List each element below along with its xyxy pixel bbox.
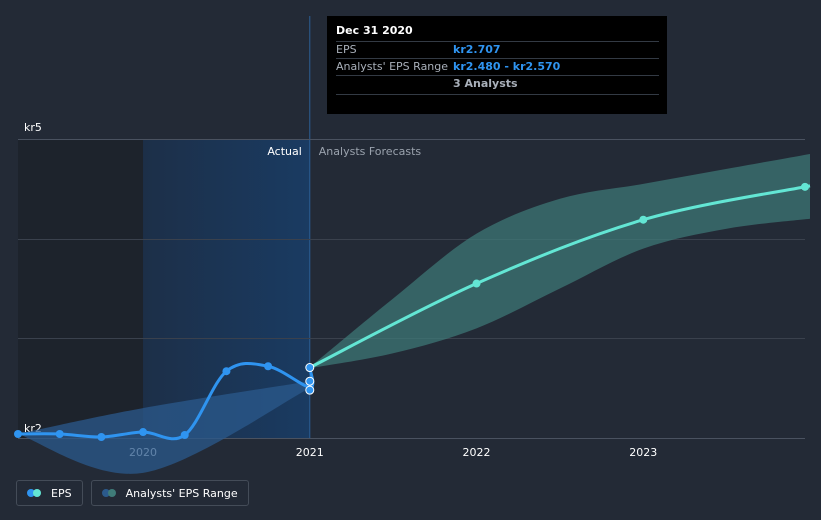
legend-item-eps[interactable]: EPS (16, 480, 83, 506)
legend-dots-icon (27, 489, 43, 497)
analyst-range-band-actual (18, 381, 310, 474)
forecast-point (639, 215, 648, 224)
tooltip-row-analysts: 3 Analysts (336, 75, 659, 95)
highlight-point (305, 376, 315, 386)
tooltip-value: kr2.707 (453, 43, 501, 56)
eps-point (180, 431, 189, 440)
analyst-range-band-forecast (309, 153, 811, 369)
tooltip-value: kr2.480 - kr2.570 (453, 60, 561, 73)
eps-point (97, 433, 106, 442)
tooltip-row-range: Analysts' EPS Range kr2.480 - kr2.570 (336, 58, 659, 75)
tooltip: Dec 31 2020 EPS kr2.707 Analysts' EPS Ra… (327, 16, 667, 114)
legend-dot (107, 489, 116, 497)
legend-label: EPS (51, 486, 72, 500)
legend-dot (27, 489, 35, 497)
eps-point (55, 430, 64, 439)
forecast-point (472, 279, 481, 288)
forecast-point (801, 182, 809, 191)
actual-label: Actual (267, 145, 301, 158)
legend-dot (33, 489, 41, 497)
legend-item-range[interactable]: Analysts' EPS Range (90, 480, 249, 506)
eps-point (222, 367, 231, 376)
legend-label: Analysts' EPS Range (125, 486, 238, 500)
tooltip-row-eps: EPS kr2.707 (336, 41, 659, 58)
x-tick-label: 2023 (629, 446, 657, 459)
eps-point (139, 428, 148, 437)
tooltip-value: 3 Analysts (453, 77, 518, 90)
forecast-label: Analysts Forecasts (319, 145, 422, 158)
y-tick-label: kr5 (24, 121, 42, 134)
tooltip-key: Analysts' EPS Range (336, 60, 449, 73)
eps-forecast-line (309, 184, 811, 369)
tooltip-key (336, 76, 453, 94)
tooltip-key: EPS (336, 43, 357, 56)
past-region (18, 139, 144, 438)
highlight-point (305, 363, 315, 373)
eps-point (264, 362, 273, 371)
x-tick-label: 2021 (296, 446, 324, 459)
x-tick-label: 2022 (463, 446, 491, 459)
highlight-point (305, 385, 315, 395)
legend-dot (101, 489, 110, 497)
eps-point (14, 430, 22, 439)
legend-dots-icon (101, 489, 118, 497)
tooltip-date: Dec 31 2020 (336, 24, 413, 37)
legend: EPS Analysts' EPS Range (16, 480, 249, 506)
